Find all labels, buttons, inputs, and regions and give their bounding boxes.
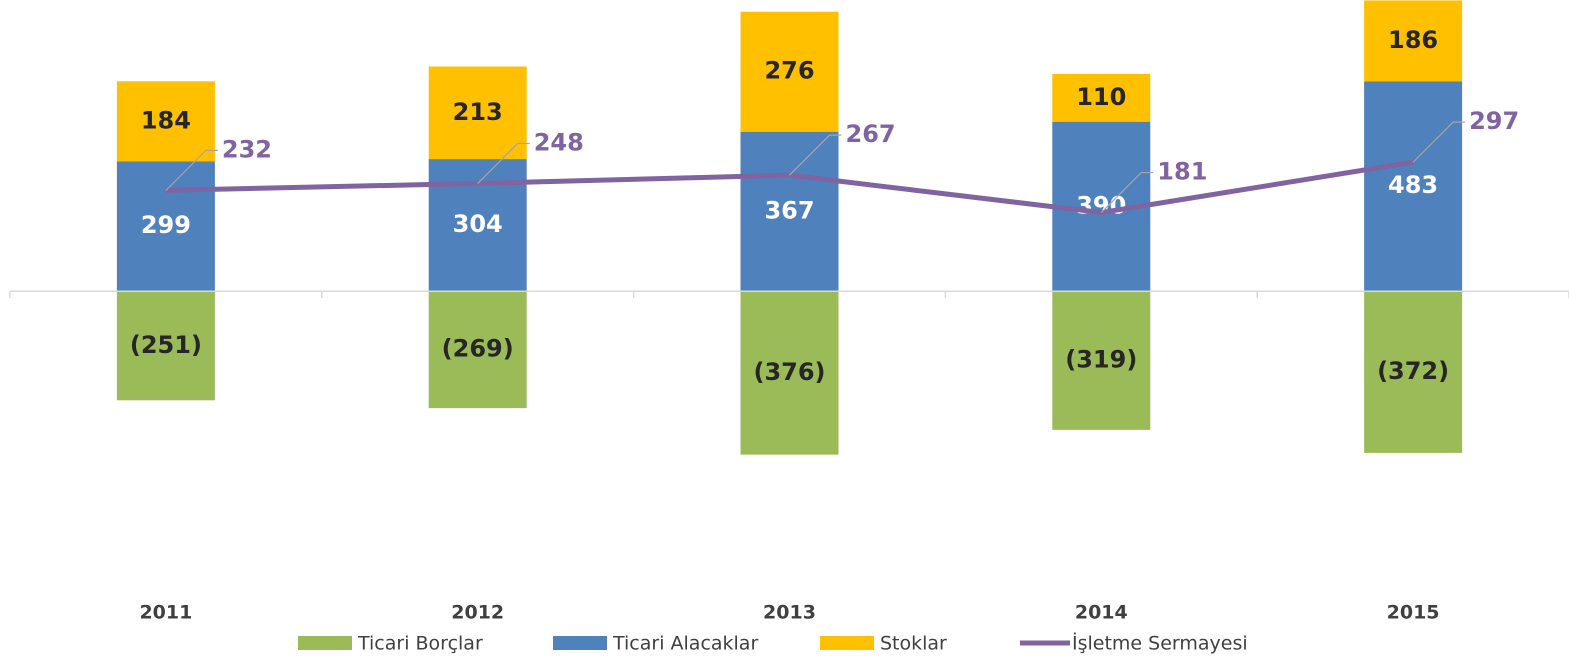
leader-line [477,142,530,184]
bar [116,161,215,292]
legend-label: Stoklar [880,633,947,655]
bar [740,131,839,292]
legend-swatch [820,636,874,650]
data-label: 110 [1076,83,1126,111]
bar [428,66,527,160]
leader-line [165,149,218,191]
x-tick-label: 2011 [139,602,192,624]
data-label: (251) [130,331,202,359]
bar [116,291,215,401]
data-label: 299 [141,211,191,239]
bar [1364,291,1463,453]
data-label: (269) [442,335,514,363]
data-label: 304 [453,210,503,238]
data-label: 248 [534,128,584,156]
data-label: (372) [1377,357,1449,385]
leader-line [1100,171,1154,213]
x-tick-label: 2012 [451,602,504,624]
data-label: 267 [846,120,896,148]
leader-line [1412,121,1466,163]
data-label: 297 [1469,107,1519,135]
data-label: 483 [1388,171,1438,199]
data-label: (319) [1065,346,1137,374]
data-label: 367 [764,196,814,224]
bar [740,291,839,455]
bar [1052,73,1151,122]
x-tick-label: 2015 [1387,602,1440,624]
bar [428,291,527,409]
x-tick-label: 2013 [763,602,816,624]
data-label: (376) [753,358,825,386]
bar [1364,81,1463,292]
data-label: 213 [453,98,503,126]
bar [1364,0,1463,82]
data-label: 181 [1157,158,1207,186]
legend-swatch [298,636,352,650]
data-label: 186 [1388,26,1438,54]
leader-line [789,134,842,176]
bar [1052,291,1151,430]
data-label: 184 [141,106,191,134]
bar [116,81,215,162]
x-tick-label: 2014 [1075,602,1128,624]
data-label: 276 [764,57,814,85]
legend-swatch [553,636,607,650]
data-label: 232 [222,135,272,163]
legend-label: Ticari Alacaklar [612,633,758,655]
bar [740,11,839,132]
legend-label: İşletme Sermayesi [1072,632,1248,655]
legend-label: Ticari Borçlar [357,633,483,655]
